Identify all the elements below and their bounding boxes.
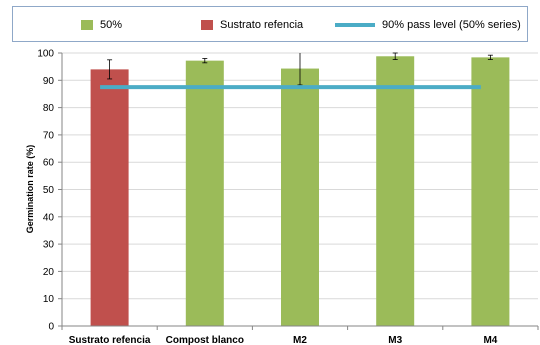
legend-label-pass-level: 90% pass level (50% series) — [382, 19, 521, 31]
x-category-label: Compost blanco — [166, 335, 244, 345]
error-bars — [107, 52, 493, 86]
y-tick-label: 100 — [37, 49, 54, 60]
bar-series-50-4 — [471, 57, 510, 326]
bars — [90, 56, 510, 326]
y-tick-label: 20 — [43, 267, 55, 278]
bar-series-50-1 — [185, 60, 224, 326]
y-tick-label: 80 — [43, 103, 55, 114]
y-tick-label: 10 — [43, 294, 55, 305]
y-tick-label: 60 — [43, 158, 55, 169]
x-axis-categories: Sustrato refencia Compost blanco M2 M3 M4 — [61, 326, 539, 345]
legend-swatch-sustrato — [201, 20, 213, 30]
legend-item-pass-level: 90% pass level (50% series) — [335, 19, 521, 31]
y-tick-label: 30 — [43, 240, 55, 251]
legend-label-50: 50% — [100, 19, 123, 31]
legend-label-sustrato: Sustrato refencia — [220, 19, 304, 31]
legend-item-50: 50% — [81, 19, 122, 31]
y-axis-label: Germination rate (%) — [25, 145, 35, 234]
bar-series-50-2 — [281, 68, 319, 326]
legend-item-sustrato: Sustrato refencia — [201, 19, 303, 31]
chart-legend: 50% Sustrato refencia 90% pass level (50… — [12, 6, 528, 42]
x-category-label: M2 — [293, 335, 307, 345]
y-axis-ticks: 0 10 20 30 40 50 60 70 80 90 100 — [37, 49, 62, 333]
x-category-label: M4 — [483, 335, 497, 345]
y-tick-label: 70 — [43, 130, 55, 141]
legend-swatch-50 — [81, 20, 93, 30]
x-category-label: Sustrato refencia — [69, 335, 151, 345]
y-tick-label: 90 — [43, 76, 55, 87]
y-tick-label: 50 — [43, 185, 55, 196]
legend-swatch-pass-level — [335, 23, 375, 27]
y-tick-label: 40 — [43, 212, 55, 223]
bar-sustrato-0 — [90, 69, 129, 326]
y-tick-label: 0 — [48, 322, 54, 333]
x-category-label: M3 — [388, 335, 402, 345]
bar-series-50-3 — [376, 56, 415, 326]
